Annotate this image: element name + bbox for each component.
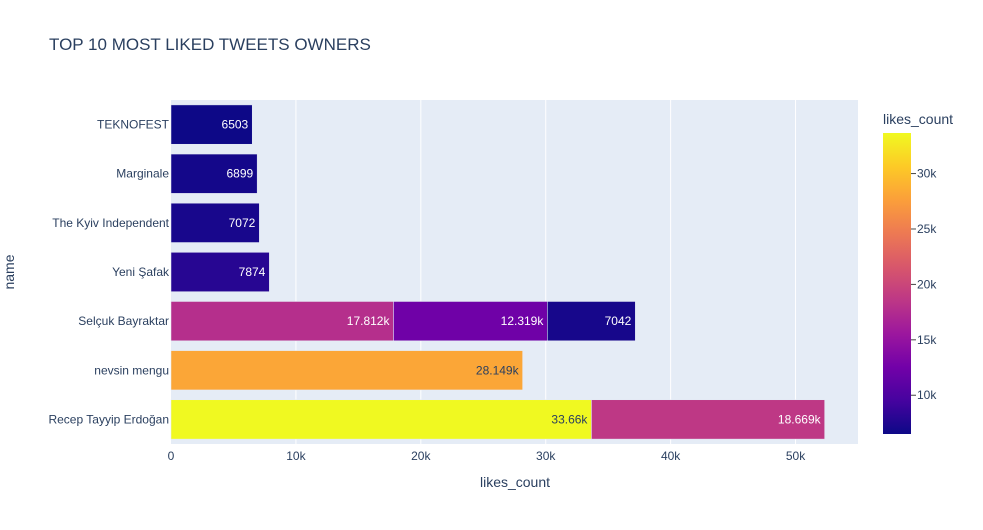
colorbar-title: likes_count	[883, 111, 953, 127]
bar-value-label: 7874	[239, 265, 266, 279]
x-tick-label: 20k	[411, 449, 431, 463]
bar-segment	[170, 153, 258, 194]
bar-value-label: 7042	[605, 314, 632, 328]
y-tick-label: Recep Tayyip Erdoğan	[48, 412, 169, 426]
chart-title: TOP 10 MOST LIKED TWEETS OWNERS	[49, 35, 371, 54]
colorbar-tick-label: 20k	[917, 277, 937, 291]
y-tick-label: The Kyiv Independent	[52, 216, 169, 230]
plot-background	[171, 100, 858, 444]
x-axis-title: likes_count	[480, 474, 550, 490]
bar-segment	[170, 301, 394, 342]
bar-value-label: 17.812k	[347, 314, 391, 328]
x-tick-label: 30k	[536, 449, 556, 463]
colorbar-tick-label: 30k	[917, 167, 937, 181]
bar-value-label: 12.319k	[501, 314, 545, 328]
y-tick-label: nevsin mengu	[94, 363, 169, 377]
y-tick-label: Marginale	[116, 167, 169, 181]
y-axis-title: name	[1, 254, 17, 289]
bar-segment	[170, 202, 260, 243]
colorbar-tick-label: 25k	[917, 222, 937, 236]
bar-segment	[591, 399, 825, 440]
bar-value-label: 18.669k	[778, 412, 822, 426]
bar-value-label: 33.66k	[551, 412, 588, 426]
x-tick-label: 10k	[286, 449, 306, 463]
colorbar	[883, 133, 911, 434]
colorbar-tick-label: 10k	[917, 388, 937, 402]
bar-value-label: 6899	[226, 167, 253, 181]
y-tick-label: Selçuk Bayraktar	[78, 314, 169, 328]
bar-value-label: 28.149k	[476, 363, 520, 377]
y-tick-label: TEKNOFEST	[97, 118, 170, 132]
x-tick-label: 0	[168, 449, 175, 463]
x-tick-label: 50k	[786, 449, 806, 463]
bar-segment	[547, 301, 636, 342]
bar-segment	[170, 399, 592, 440]
bar-segment	[170, 252, 270, 292]
bar-segment	[170, 104, 253, 145]
bar-value-label: 7072	[229, 216, 256, 230]
bar-segment	[170, 350, 523, 391]
bar-segment	[393, 301, 548, 342]
bar-value-label: 6503	[222, 118, 249, 132]
colorbar-tick-label: 15k	[917, 333, 937, 347]
x-tick-label: 40k	[661, 449, 681, 463]
y-tick-label: Yeni Şafak	[112, 265, 170, 279]
